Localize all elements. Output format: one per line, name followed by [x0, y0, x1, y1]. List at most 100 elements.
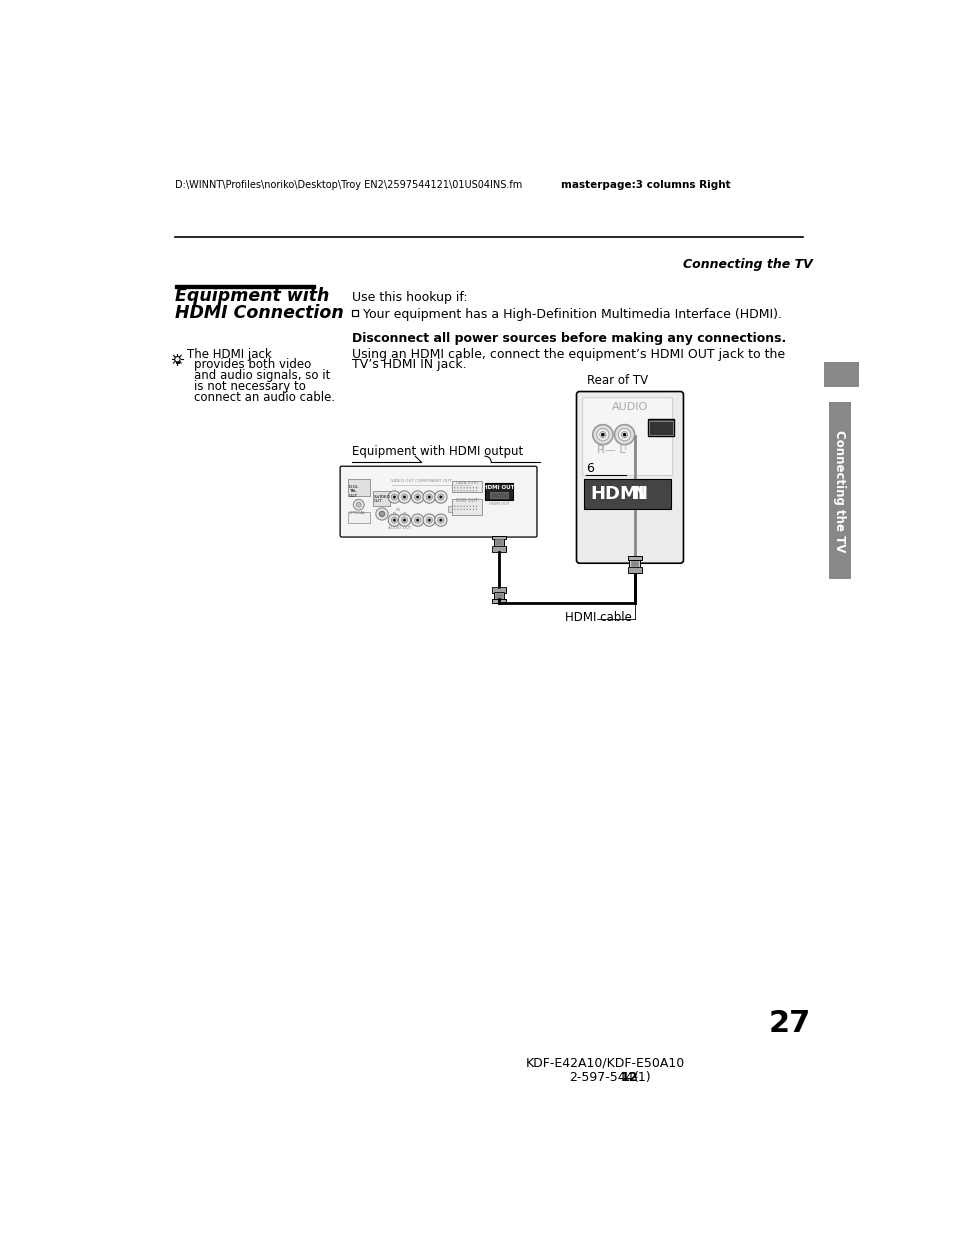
Text: R— L: R— L [596, 445, 624, 456]
Text: Disconnect all power sources before making any connections.: Disconnect all power sources before maki… [352, 332, 785, 346]
Text: DATA PORT: DATA PORT [456, 480, 478, 485]
Circle shape [618, 429, 630, 441]
Circle shape [614, 425, 634, 445]
Bar [647, 419, 674, 436]
Text: Rear of TV: Rear of TV [587, 374, 648, 387]
Circle shape [393, 496, 395, 498]
Bar [629, 561, 639, 568]
Circle shape [401, 517, 407, 524]
Text: Connecting the TV: Connecting the TV [682, 258, 812, 270]
Circle shape [391, 517, 397, 524]
Bar [447, 506, 452, 513]
Bar [348, 479, 369, 496]
FancyBboxPatch shape [576, 391, 682, 563]
Circle shape [439, 519, 441, 521]
Circle shape [415, 517, 420, 524]
Circle shape [620, 431, 627, 437]
Bar [373, 490, 390, 506]
Text: HDMI OUT: HDMI OUT [488, 501, 509, 505]
Text: OPTICAL: OPTICAL [348, 511, 366, 515]
Circle shape [439, 496, 441, 498]
Text: Connecting the TV: Connecting the TV [833, 430, 845, 552]
Bar [828, 403, 850, 579]
Text: (1): (1) [633, 1071, 651, 1083]
Bar [630, 561, 638, 567]
Text: AUDIO: AUDIO [612, 403, 648, 412]
Text: R: R [393, 513, 395, 517]
Text: HDMI cable: HDMI cable [564, 611, 631, 624]
Bar [174, 285, 314, 288]
Circle shape [422, 490, 435, 503]
Circle shape [435, 514, 447, 526]
Bar [495, 540, 502, 545]
Circle shape [397, 490, 410, 503]
Circle shape [416, 496, 418, 498]
Text: Equipment with HDMI output: Equipment with HDMI output [352, 445, 522, 458]
Text: connect an audio cable.: connect an audio cable. [194, 390, 335, 404]
FancyBboxPatch shape [582, 398, 672, 475]
Circle shape [599, 431, 605, 437]
Text: G: G [402, 513, 406, 517]
Text: masterpage:3 columns Right: masterpage:3 columns Right [560, 180, 730, 190]
Circle shape [592, 425, 612, 445]
Circle shape [422, 514, 435, 526]
Circle shape [401, 494, 407, 500]
Bar [484, 483, 513, 500]
Circle shape [356, 503, 360, 508]
Circle shape [411, 514, 423, 526]
Text: HDMI Connection: HDMI Connection [174, 304, 343, 321]
Text: 12: 12 [620, 1071, 638, 1083]
Circle shape [596, 429, 608, 441]
Text: 27: 27 [768, 1009, 810, 1039]
Text: and audio signals, so it: and audio signals, so it [194, 369, 331, 382]
Text: COMPONENT OUT: COMPONENT OUT [415, 479, 451, 483]
Text: The HDMI jack: The HDMI jack [187, 347, 272, 361]
Text: 2-597-544-: 2-597-544- [568, 1071, 638, 1083]
Bar [452, 499, 481, 515]
Bar [627, 556, 641, 561]
Bar [649, 421, 672, 435]
Circle shape [435, 490, 447, 503]
Text: Your equipment has a High-Definition Multimedia Interface (HDMI).: Your equipment has a High-Definition Mul… [363, 308, 781, 321]
Text: Equipment with: Equipment with [174, 287, 329, 305]
Text: KDF-E42A10/KDF-E50A10: KDF-E42A10/KDF-E50A10 [525, 1057, 684, 1070]
Circle shape [415, 494, 420, 500]
Text: AUDIO OUT: AUDIO OUT [388, 526, 411, 530]
Text: R1: R1 [395, 508, 400, 511]
Text: 6: 6 [585, 462, 593, 474]
Circle shape [437, 517, 443, 524]
Circle shape [403, 496, 405, 498]
Text: VIDEO OUT: VIDEO OUT [390, 479, 414, 483]
Circle shape [416, 519, 418, 521]
Circle shape [388, 514, 400, 526]
Bar [492, 546, 505, 552]
Circle shape [353, 499, 364, 510]
Circle shape [622, 433, 625, 436]
Circle shape [411, 490, 423, 503]
Text: DIGI-
TAL
OUT: DIGI- TAL OUT [348, 484, 359, 498]
Bar [490, 492, 507, 498]
Circle shape [601, 433, 603, 436]
Bar [348, 511, 369, 524]
Text: TV’s HDMI IN jack.: TV’s HDMI IN jack. [352, 358, 466, 372]
Bar [492, 587, 505, 593]
Bar [352, 310, 357, 316]
Text: S-VIDEO
OUT: S-VIDEO OUT [374, 495, 391, 504]
Circle shape [397, 514, 410, 526]
Text: provides both video: provides both video [194, 358, 312, 372]
Bar [495, 593, 502, 598]
Bar [627, 567, 641, 573]
Bar [492, 599, 505, 603]
FancyBboxPatch shape [340, 466, 537, 537]
Text: is not necessary to: is not necessary to [194, 380, 306, 393]
Circle shape [426, 517, 432, 524]
Circle shape [428, 496, 430, 498]
Circle shape [375, 508, 388, 520]
Bar [493, 538, 504, 548]
Bar [583, 479, 670, 509]
Text: Use this hookup if:: Use this hookup if: [352, 290, 467, 304]
Circle shape [403, 519, 405, 521]
Text: RGB OUT: RGB OUT [456, 498, 477, 503]
Circle shape [379, 511, 384, 516]
Circle shape [437, 494, 443, 500]
